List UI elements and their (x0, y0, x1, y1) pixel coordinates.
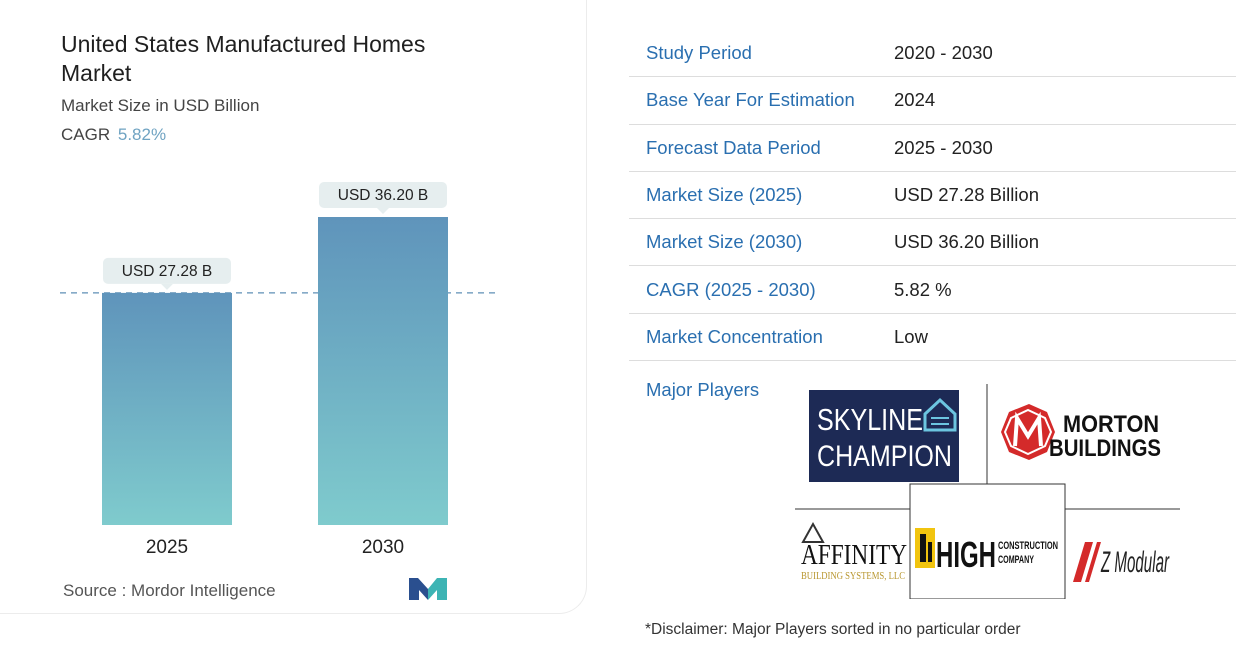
bar-2030 (318, 217, 448, 525)
buildings-text: BUILDINGS (1049, 435, 1161, 462)
table-row-value: Low (894, 325, 928, 347)
bar-chart: USD 27.28 B 2025 USD 36.20 B 2030 (60, 182, 495, 558)
zmodular-text: Z Modular (1100, 546, 1169, 579)
affinity-text: AFFINITY (801, 540, 907, 571)
cagr-line: CAGR 5.82% (61, 125, 166, 145)
table-row: Market Size (2025) USD 27.28 Billion (629, 172, 1236, 220)
affinity-logo: AFFINITY BUILDING SYSTEMS, LLC (801, 521, 907, 582)
table-row-label: Study Period (646, 42, 752, 64)
morton-buildings-logo: MORTON BUILDINGS (1001, 404, 1161, 462)
table-row-label: Base Year For Estimation (646, 89, 855, 111)
table-row: Market Size (2030) USD 36.20 Billion (629, 219, 1236, 267)
data-label-pointer (161, 283, 173, 290)
skyline-champion-logo: SKYLINE CHAMPION (809, 390, 959, 482)
high-text: HIGH (936, 534, 996, 575)
high-h-icon (915, 528, 935, 568)
zmodular-slash-icon (1073, 542, 1093, 582)
table-row: Base Year For Estimation 2024 (629, 77, 1236, 125)
table-row-value: 2020 - 2030 (894, 42, 993, 64)
table-row-label: Market Size (2030) (646, 231, 803, 253)
data-label-bubble (103, 257, 231, 284)
skyline-text: SKYLINE (817, 402, 923, 437)
morton-octagon-icon (1001, 404, 1055, 460)
table-row-value: 5.82 % (894, 278, 952, 300)
cagr-value: 5.82% (117, 125, 167, 144)
company-text: COMPANY (998, 554, 1034, 566)
x-tick-label: 2025 (146, 537, 188, 558)
z-modular-logo: Z Modular (1073, 542, 1170, 582)
table-row: Market Concentration Low (629, 314, 1236, 362)
table-row: CAGR (2025 - 2030) 5.82 % (629, 266, 1236, 314)
table-row: Study Period 2020 - 2030 (629, 30, 1236, 78)
chart-subtitle: Market Size in USD Billion (61, 96, 260, 115)
high-construction-logo: HIGH CONSTRUCTION COMPANY (915, 528, 1058, 575)
table-row-value: USD 36.20 Billion (894, 231, 1039, 253)
logo-divider (909, 483, 1066, 599)
table-row-label: CAGR (2025 - 2030) (646, 278, 816, 300)
market-summary-table: Study Period 2020 - 2030 Base Year For Est… (629, 30, 1236, 362)
x-tick-label: 2030 (362, 537, 404, 558)
table-row-value: 2024 (894, 89, 936, 111)
bar-2025 (102, 292, 232, 525)
table-row-value: USD 27.28 Billion (894, 184, 1039, 206)
major-players-label: Major Players (646, 379, 760, 400)
champion-text: CHAMPION (817, 440, 952, 473)
table-row-value: 2025 - 2030 (894, 136, 993, 158)
market-card: United States Manufactured Homes Market … (0, 0, 587, 614)
affinity-peak-icon (801, 521, 825, 543)
construction-text: CONSTRUCTION (998, 540, 1058, 552)
data-label-bubble (319, 182, 447, 208)
cagr-label: CAGR (61, 125, 111, 144)
chart-title: United States Manufactured Homes Market (61, 31, 426, 86)
major-players-logos: SKYLINE CHAMPION MORTON BUILDINGS AFFINI… (795, 384, 1180, 599)
table-row: Forecast Data Period 2025 - 2030 (629, 125, 1236, 172)
data-label-pointer (377, 208, 389, 214)
mordor-logo-icon (409, 578, 447, 600)
source-note: Source : Mordor Intelligence (63, 581, 276, 600)
table-row-label: Forecast Data Period (646, 136, 821, 158)
table-row-label: Market Size (2025) (646, 184, 803, 206)
affinity-subtext: BUILDING SYSTEMS, LLC (801, 570, 905, 582)
table-row-label: Market Concentration (646, 325, 823, 347)
data-label: USD 36.20 B (338, 187, 428, 204)
house-icon (923, 397, 957, 432)
disclaimer: *Disclaimer: Major Players sorted in no … (645, 621, 1021, 638)
data-label: USD 27.28 B (122, 263, 212, 280)
morton-text: MORTON (1063, 411, 1159, 438)
